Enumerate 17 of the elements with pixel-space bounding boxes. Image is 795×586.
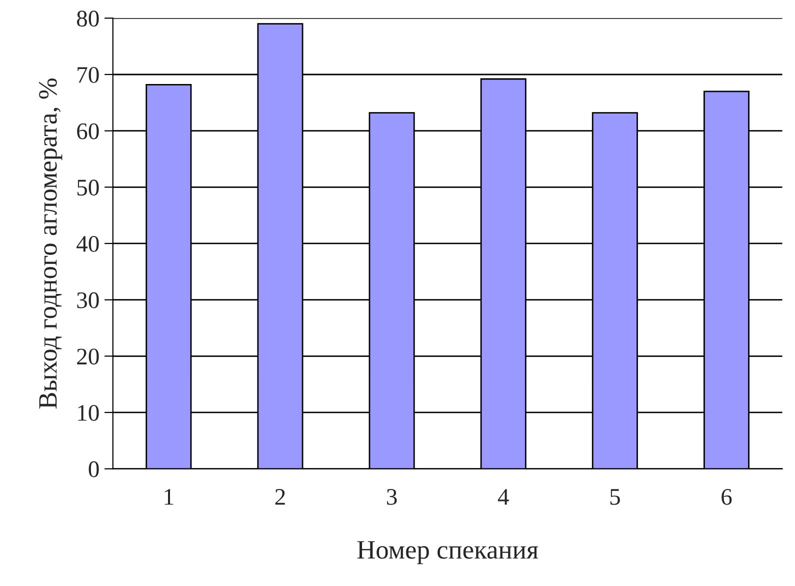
x-tick-label: 4 (498, 489, 509, 505)
y-tick-label: 50 (77, 180, 99, 196)
y-tick-label: 10 (78, 404, 99, 421)
y-axis-title: Выход годного агломерата, % (39, 78, 62, 409)
x-tick-label: 1 (164, 489, 174, 505)
y-tick-label: 60 (77, 123, 99, 140)
x-tick-label: 2 (275, 488, 285, 505)
x-tick-label: 3 (387, 488, 397, 505)
y-tick-label: 30 (77, 292, 99, 308)
y-tick-label: 80 (76, 10, 99, 27)
x-tick-label: 5 (610, 489, 620, 505)
y-tick-label: 40 (76, 236, 99, 252)
x-axis-title: Номер спекания (357, 541, 538, 564)
y-tick-label: 20 (77, 348, 99, 365)
y-tick-label: 0 (88, 461, 99, 478)
x-tick-label: 6 (722, 488, 732, 505)
y-tick-label: 70 (78, 66, 99, 83)
